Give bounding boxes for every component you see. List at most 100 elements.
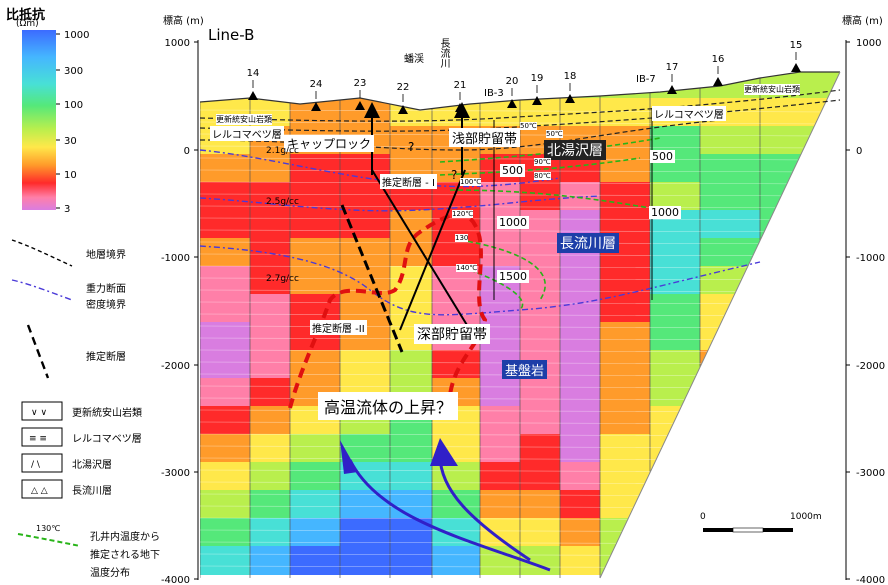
colorbar-tick-label: 10 (64, 170, 77, 181)
right-tick-label: 1000 (856, 38, 881, 49)
station-marker (713, 77, 723, 86)
station-marker (507, 99, 517, 108)
legend-gravity-2: 密度境界 (86, 300, 126, 311)
section-edge (599, 71, 841, 579)
deep-reservoir-outline (288, 212, 488, 409)
right-tick-label: -4000 (856, 575, 885, 585)
colorbar-tick-label: 100 (64, 100, 83, 111)
osarugawa-label: 長流川層 (557, 233, 619, 253)
rerukomabetsu-label: レルコマベツ層 (210, 126, 284, 141)
depth-1500-label: 1500 (497, 270, 529, 283)
kitayuzawa-label: 北湯沢層 (544, 140, 606, 160)
fluid-arrows (348, 454, 551, 572)
station-label: 16 (712, 54, 725, 65)
faults (340, 169, 471, 353)
svg-text:/ \: / \ (31, 460, 41, 470)
station-marker (565, 94, 575, 103)
colorbar-tick-label: 3 (64, 204, 70, 215)
station-marker (667, 85, 677, 94)
station-label: 15 (790, 40, 803, 51)
fluid-arrow-head-2 (430, 438, 458, 466)
left-tick-label: 1000 (165, 38, 190, 49)
station-label: 20 (506, 76, 519, 87)
station-label: 17 (666, 62, 679, 73)
left-tick-label: 0 (184, 146, 190, 157)
scale-max: 1000m (790, 512, 822, 522)
cap-rock-label: キャップロック (284, 135, 375, 152)
station-label: 22 (397, 82, 410, 93)
legend-temp-3: 温度分布 (90, 568, 130, 579)
legend-formation-boundary: 地層境界 (86, 250, 126, 261)
left-tick-label: -3000 (161, 468, 190, 479)
svg-text:≡ ≡: ≡ ≡ (29, 434, 47, 444)
station-marker (248, 91, 258, 100)
station-label: 21 (454, 80, 467, 91)
svg-text:∨ ∨: ∨ ∨ (31, 408, 47, 418)
left-tick-label: -4000 (161, 575, 190, 585)
density-label-25: 2.5g/cc (266, 197, 299, 207)
right-tick-label: -3000 (856, 468, 885, 479)
legend-symbols: ∨ ∨ ≡ ≡ / \ △ △ (11, 239, 81, 547)
well-label-ib3: IB-3 (484, 88, 504, 99)
river-label-2: 長流川 (438, 38, 449, 68)
temp-label-a: 100℃ (460, 178, 482, 186)
legend-osarugawa: 長流川層 (72, 486, 112, 497)
andesite-label-right: 更新統安山岩類 (744, 84, 800, 95)
temp-label-g: 90℃ (534, 158, 551, 166)
legend-fault: 推定断層 (86, 352, 126, 363)
temp-label-c: 130 (455, 234, 469, 242)
station-marker (311, 102, 321, 111)
right-tick-label: -1000 (856, 253, 885, 264)
colorbar (22, 30, 56, 210)
rerukomabetsu-label-right: レルコマベツ層 (652, 106, 726, 121)
temp-label-f: 50℃ (546, 130, 563, 138)
colorbar-unit: (Ωm) (16, 19, 39, 29)
qmark-1: ? (408, 140, 415, 154)
legend-rerukomabetsu: レルコマベツ層 (72, 434, 142, 445)
temp-label-d: 140℃ (456, 264, 478, 272)
station-marker (455, 103, 465, 112)
fault-2-label: 推定断層 -II (310, 320, 367, 335)
andesite-label: 更新統安山岩類 (216, 114, 272, 125)
right-axis-label: 標高 (m) (842, 16, 883, 27)
legend-gravity-1: 重力断面 (86, 284, 126, 295)
scale-bar (703, 527, 793, 533)
right-tick-label: -2000 (856, 361, 885, 372)
left-tick-label: -2000 (161, 361, 190, 372)
station-marker (398, 105, 408, 114)
left-axis-label: 標高 (m) (163, 16, 204, 27)
legend-temp-symbol: 130℃ (36, 524, 61, 533)
river-label-1: 蟠渓 (404, 54, 424, 65)
fluid-arrow-head-1 (340, 440, 358, 474)
station-label: 14 (247, 68, 260, 79)
depth-500-label: 500 (500, 164, 525, 177)
colorbar-tick-label: 300 (64, 66, 83, 77)
topography-line (199, 71, 840, 111)
colorbar-tick-label: 1000 (64, 30, 89, 41)
legend-kitayuzawa: 北湯沢層 (72, 460, 112, 471)
station-marker (355, 101, 365, 110)
isotherm-500-label: 500 (650, 150, 675, 163)
station-label: 18 (564, 71, 577, 82)
station-label: 19 (531, 73, 544, 84)
station-marker (791, 63, 801, 72)
colorbar-tick-label: 30 (64, 136, 77, 147)
deep-reservoir-label: 深部貯留帯 (414, 324, 490, 344)
temp-label-e: 50℃ (520, 122, 537, 130)
depth-1000-label: 1000 (497, 216, 529, 229)
right-tick-label: 0 (856, 146, 862, 157)
station-label: 23 (354, 78, 367, 89)
station-label: 24 (310, 79, 323, 90)
basement-label: 基盤岩 (502, 360, 548, 379)
svg-text:△ △: △ △ (31, 486, 48, 496)
isotherm-1000-label: 1000 (649, 206, 681, 219)
legend-temp-1: 孔井内温度から (90, 532, 160, 543)
shallow-reservoir-label: 浅部貯留帯 (449, 128, 521, 147)
colorbar-title: 比抵抗 (6, 8, 46, 23)
temp-label-b: 120℃ (452, 210, 474, 218)
scale-zero: 0 (700, 512, 706, 522)
fluid-ascent-label: 高温流体の上昇？ (318, 392, 459, 420)
station-marker (532, 96, 542, 105)
well-label-ib7: IB-7 (636, 74, 656, 85)
